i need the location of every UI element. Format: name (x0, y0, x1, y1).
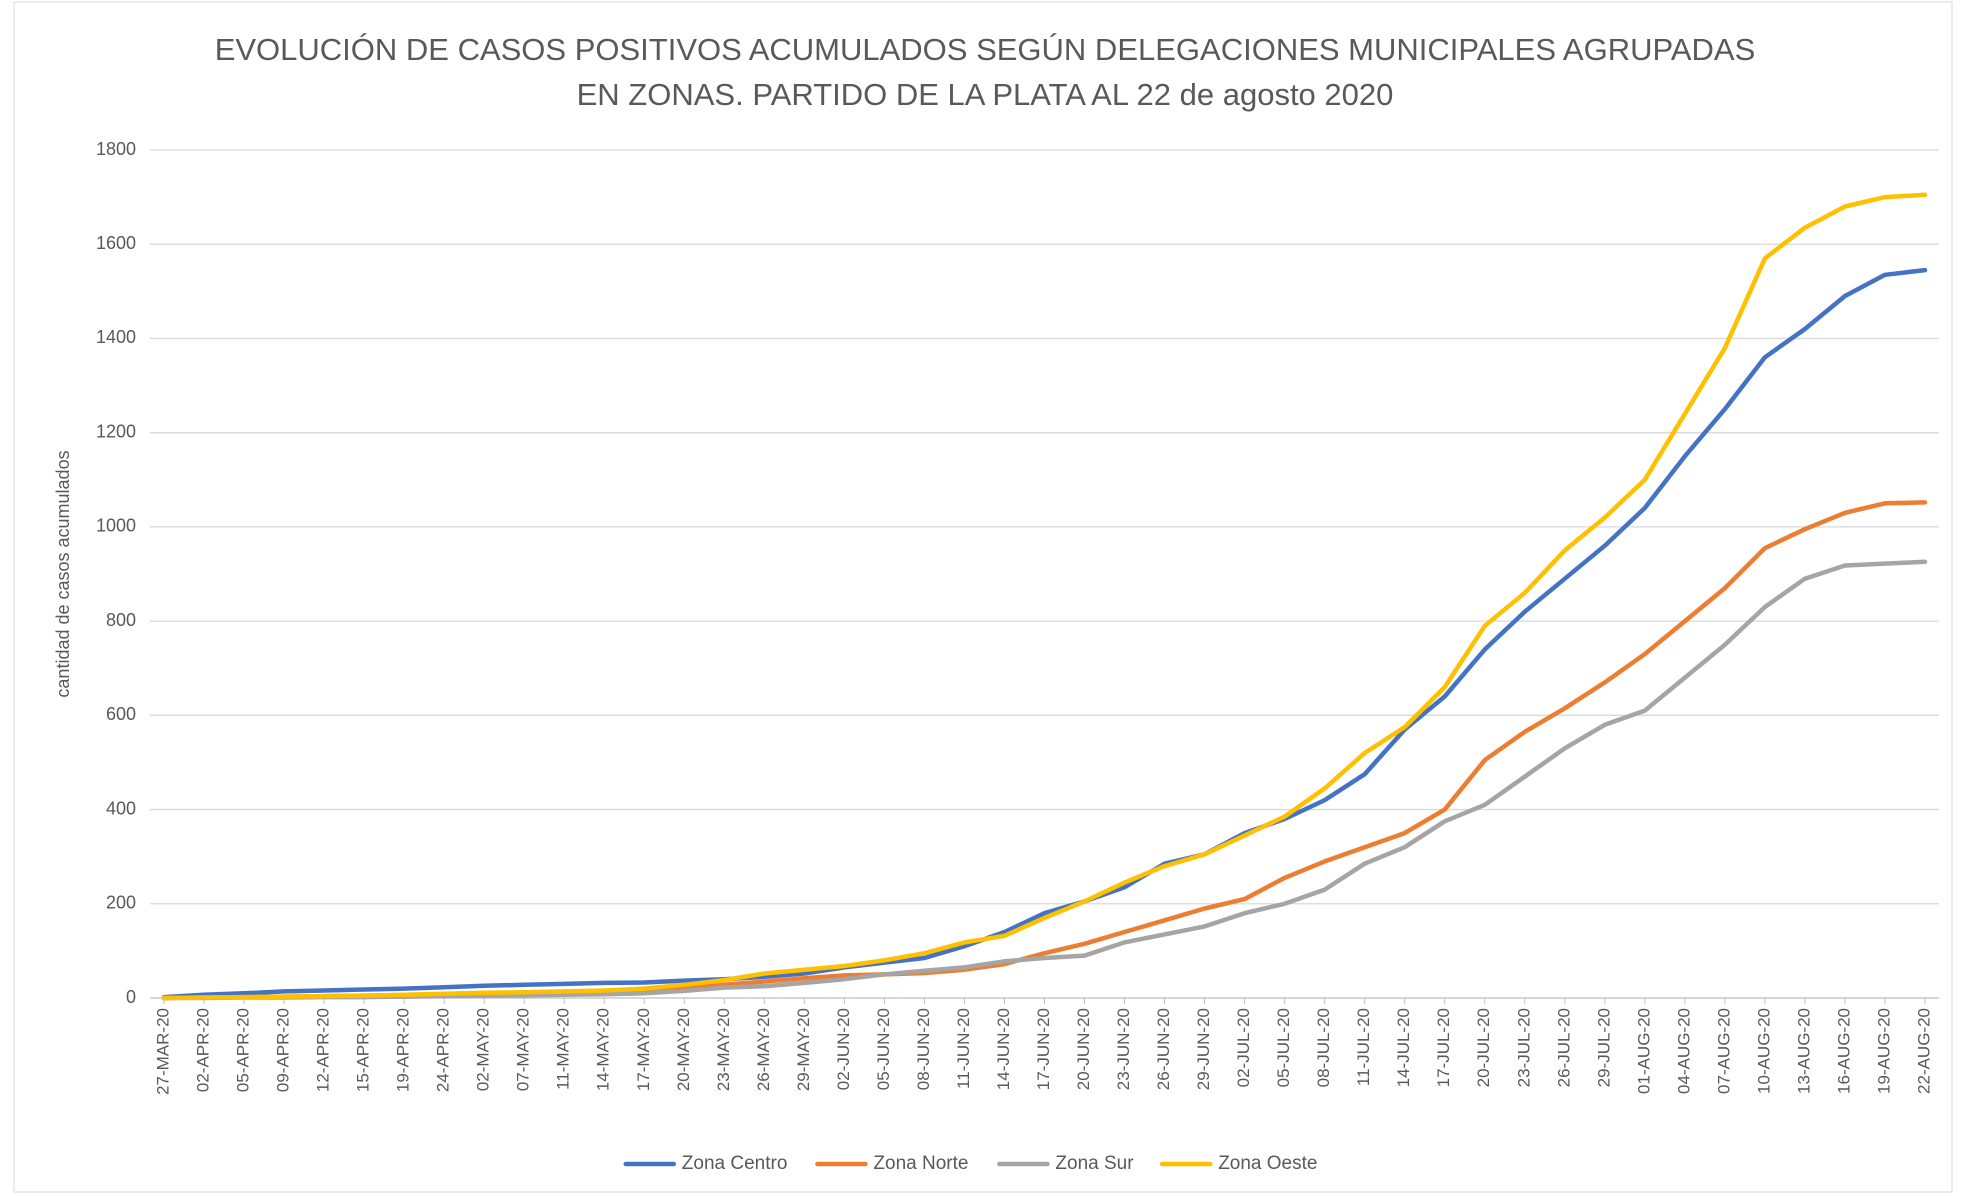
x-tick-label: 14-JUN-20 (994, 1008, 1013, 1090)
y-tick-label: 1600 (96, 233, 136, 253)
x-tick-label: 08-JUL-20 (1314, 1008, 1333, 1087)
x-tick-label: 17-MAY-20 (634, 1008, 653, 1091)
y-tick-label: 1000 (96, 516, 136, 536)
x-tick-label: 12-APR-20 (314, 1008, 333, 1092)
x-tick-label: 02-MAY-20 (474, 1008, 493, 1091)
y-tick-label: 1800 (96, 139, 136, 159)
legend-label: Zona Sur (1055, 1153, 1134, 1174)
x-tick-label: 20-MAY-20 (674, 1008, 693, 1091)
x-tick-label: 07-MAY-20 (514, 1008, 533, 1091)
legend-label: Zona Norte (873, 1153, 968, 1174)
x-tick-label: 29-JUL-20 (1594, 1008, 1613, 1087)
y-tick-label: 200 (106, 893, 136, 913)
x-tick-label: 05-JUL-20 (1274, 1008, 1293, 1087)
y-tick-label: 800 (106, 610, 136, 630)
x-tick-label: 20-JUN-20 (1074, 1008, 1093, 1090)
x-tick-label: 26-MAY-20 (754, 1008, 773, 1091)
y-tick-label: 1200 (96, 421, 136, 441)
x-tick-label: 19-APR-20 (394, 1008, 413, 1092)
series-line (161, 192, 1928, 1001)
series-line (161, 267, 1928, 1000)
x-tick-label: 23-MAY-20 (714, 1008, 733, 1091)
x-tick-label: 10-AUG-20 (1754, 1008, 1773, 1094)
x-tick-label: 11-JUN-20 (954, 1008, 973, 1089)
x-tick-label: 02-JUL-20 (1234, 1008, 1253, 1087)
x-tick-label: 23-JUL-20 (1514, 1008, 1533, 1087)
y-tick-label: 400 (106, 798, 136, 818)
x-tick-label: 02-JUN-20 (834, 1008, 853, 1090)
x-tick-label: 08-JUN-20 (914, 1008, 933, 1090)
x-tick-label: 17-JUN-20 (1034, 1008, 1053, 1090)
x-tick-label: 16-AUG-20 (1834, 1008, 1853, 1094)
x-tick-label: 23-JUN-20 (1114, 1008, 1133, 1090)
y-tick-label: 0 (126, 987, 136, 1007)
x-tick-label: 11-MAY-20 (554, 1008, 573, 1090)
chart-title: EN ZONAS. PARTIDO DE LA PLATA AL 22 de a… (577, 77, 1394, 112)
legend-label: Zona Centro (682, 1153, 788, 1174)
x-tick-label: 02-APR-20 (194, 1008, 213, 1092)
series-line (161, 559, 1928, 1001)
x-tick-label: 05-JUN-20 (874, 1008, 893, 1090)
x-tick-label: 13-AUG-20 (1794, 1008, 1813, 1094)
x-tick-label: 11-JUL-20 (1354, 1008, 1373, 1086)
x-tick-label: 05-APR-20 (234, 1008, 253, 1092)
x-tick-label: 20-JUL-20 (1474, 1008, 1493, 1087)
x-tick-label: 26-JUL-20 (1554, 1008, 1573, 1087)
legend-label: Zona Oeste (1218, 1153, 1317, 1174)
x-tick-label: 29-MAY-20 (794, 1008, 813, 1091)
x-tick-label: 07-AUG-20 (1714, 1008, 1733, 1094)
chart-area (13, 1, 1953, 1193)
x-tick-label: 15-APR-20 (354, 1008, 373, 1092)
x-tick-label: 29-JUN-20 (1194, 1008, 1213, 1090)
x-tick-label: 04-AUG-20 (1674, 1008, 1693, 1094)
x-tick-label: 19-AUG-20 (1874, 1008, 1893, 1094)
x-tick-label: 26-JUN-20 (1154, 1008, 1173, 1090)
x-tick-label: 17-JUL-20 (1434, 1008, 1453, 1087)
y-axis-label: cantidad de casos acumulados (53, 450, 73, 697)
x-tick-label: 24-APR-20 (434, 1008, 453, 1092)
x-tick-label: 09-APR-20 (274, 1008, 293, 1092)
x-tick-label: 14-MAY-20 (594, 1008, 613, 1091)
chart-title: EVOLUCIÓN DE CASOS POSITIVOS ACUMULADOS … (215, 32, 1756, 67)
x-tick-label: 14-JUL-20 (1394, 1008, 1413, 1087)
x-tick-label: 01-AUG-20 (1634, 1008, 1653, 1094)
x-tick-label: 27-MAR-20 (153, 1008, 172, 1095)
y-tick-label: 1400 (96, 327, 136, 347)
y-tick-label: 600 (106, 704, 136, 724)
x-tick-label: 22-AUG-20 (1914, 1008, 1933, 1094)
